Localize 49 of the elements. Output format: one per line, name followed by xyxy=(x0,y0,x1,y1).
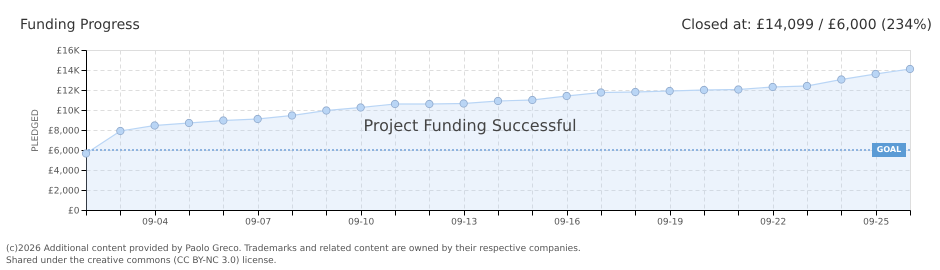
y-tick-label: £16K xyxy=(56,46,81,56)
point xyxy=(631,88,640,96)
point xyxy=(356,103,365,112)
point xyxy=(425,100,434,108)
y-tick-label: £10K xyxy=(56,106,81,116)
point xyxy=(82,149,90,158)
x-tick-label: 09-04 xyxy=(142,218,169,228)
chart-title: Funding Progress xyxy=(20,17,140,33)
y-tick-label: £14K xyxy=(56,66,81,76)
point xyxy=(906,64,914,74)
point xyxy=(184,118,194,128)
point xyxy=(768,82,777,92)
y-tick-label: £6,000 xyxy=(48,146,80,156)
y-tick-label: £12K xyxy=(56,86,81,96)
x-tick-label: 09-10 xyxy=(348,218,375,228)
y-tick-label: £2,000 xyxy=(48,186,80,196)
chart-subtitle: Closed at: £14,099 / £6,000 (234%) xyxy=(681,17,932,33)
point xyxy=(528,96,536,104)
x-tick-label: 09-22 xyxy=(760,218,786,228)
point xyxy=(219,116,228,125)
x-tick-label: 09-07 xyxy=(245,218,272,228)
point xyxy=(700,86,708,94)
text: (c)2026 Additional content provided by Paolo Greco. Trademarks and related content are owned by their respective companies. xyxy=(6,244,581,254)
point xyxy=(460,99,468,108)
point xyxy=(872,70,880,78)
point xyxy=(322,106,330,115)
text: Shared under the creative commons (CC BY-NC 3.0) license. xyxy=(6,256,277,266)
x-tick-label: 09-19 xyxy=(657,218,684,228)
y-tick-label: £0 xyxy=(68,206,80,216)
point xyxy=(116,126,124,136)
point xyxy=(254,114,262,124)
point xyxy=(802,82,812,90)
point xyxy=(837,75,846,84)
point xyxy=(734,85,742,94)
point xyxy=(596,88,606,97)
x-tick-label: 09-13 xyxy=(451,218,478,228)
point xyxy=(562,92,571,100)
point xyxy=(666,86,674,96)
ref-line-label: GOAL xyxy=(876,145,902,154)
y-tick-label: £4,000 xyxy=(48,166,80,176)
annotation: Project Funding Successful xyxy=(363,116,577,135)
point xyxy=(288,111,296,120)
point xyxy=(150,121,159,130)
x-tick-label: 09-25 xyxy=(863,218,890,228)
x-tick-label: 09-16 xyxy=(554,218,581,228)
y-axis-title: PLEDGED xyxy=(31,109,42,152)
point xyxy=(494,96,502,106)
point xyxy=(390,100,400,108)
y-tick-label: £8,000 xyxy=(48,126,80,136)
